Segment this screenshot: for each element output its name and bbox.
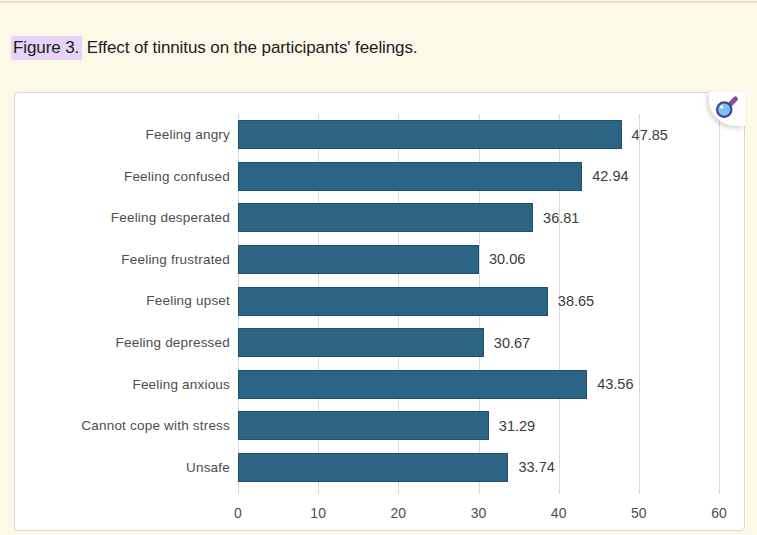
category-label: Feeling frustrated	[15, 239, 230, 281]
bar	[238, 370, 587, 399]
figure-caption-text: Effect of tinnitus on the participants' …	[82, 38, 417, 57]
bar	[238, 411, 489, 440]
value-label: 38.65	[558, 280, 594, 322]
category-label: Unsafe	[15, 446, 230, 488]
bar	[238, 245, 479, 274]
category-label: Feeling anxious	[15, 363, 230, 405]
category-label: Cannot cope with stress	[15, 405, 230, 447]
bar	[238, 328, 484, 357]
value-label: 30.67	[494, 322, 530, 364]
top-rule	[0, 1, 757, 3]
category-label: Feeling depressed	[15, 322, 230, 364]
bar	[238, 453, 508, 482]
category-label: Feeling angry	[15, 114, 230, 156]
x-axis-tick-label: 60	[711, 505, 727, 521]
value-label: 31.29	[499, 405, 535, 447]
category-label: Feeling upset	[15, 280, 230, 322]
value-label: 36.81	[543, 197, 579, 239]
category-label: Feeling desperated	[15, 197, 230, 239]
figure-chart-card: 0 10 20 30 40 50 60 Feeling angry 47.85 Feeling c…	[14, 92, 745, 531]
gridline	[719, 114, 720, 494]
bar	[238, 203, 533, 232]
value-label: 43.56	[597, 363, 633, 405]
value-label: 42.94	[592, 156, 628, 198]
x-axis-tick-label: 30	[471, 505, 487, 521]
figure-label: Figure 3.	[11, 36, 82, 60]
magnifier-icon	[713, 95, 739, 121]
gridline	[639, 114, 640, 494]
bar	[238, 287, 548, 316]
bar	[238, 162, 582, 191]
x-axis-tick-label: 40	[551, 505, 567, 521]
category-label: Feeling confused	[15, 156, 230, 198]
bar-chart: 0 10 20 30 40 50 60 Feeling angry 47.85 Feeling c…	[15, 93, 744, 530]
value-label: 30.06	[489, 239, 525, 281]
x-axis-tick-label: 50	[631, 505, 647, 521]
x-axis-tick-label: 20	[391, 505, 407, 521]
figure-caption: Figure 3. Effect of tinnitus on the part…	[11, 36, 418, 59]
bar	[238, 120, 622, 149]
x-axis-tick-label: 0	[234, 505, 242, 521]
value-label: 47.85	[632, 114, 668, 156]
value-label: 33.74	[518, 446, 554, 488]
x-axis-tick-label: 10	[310, 505, 326, 521]
